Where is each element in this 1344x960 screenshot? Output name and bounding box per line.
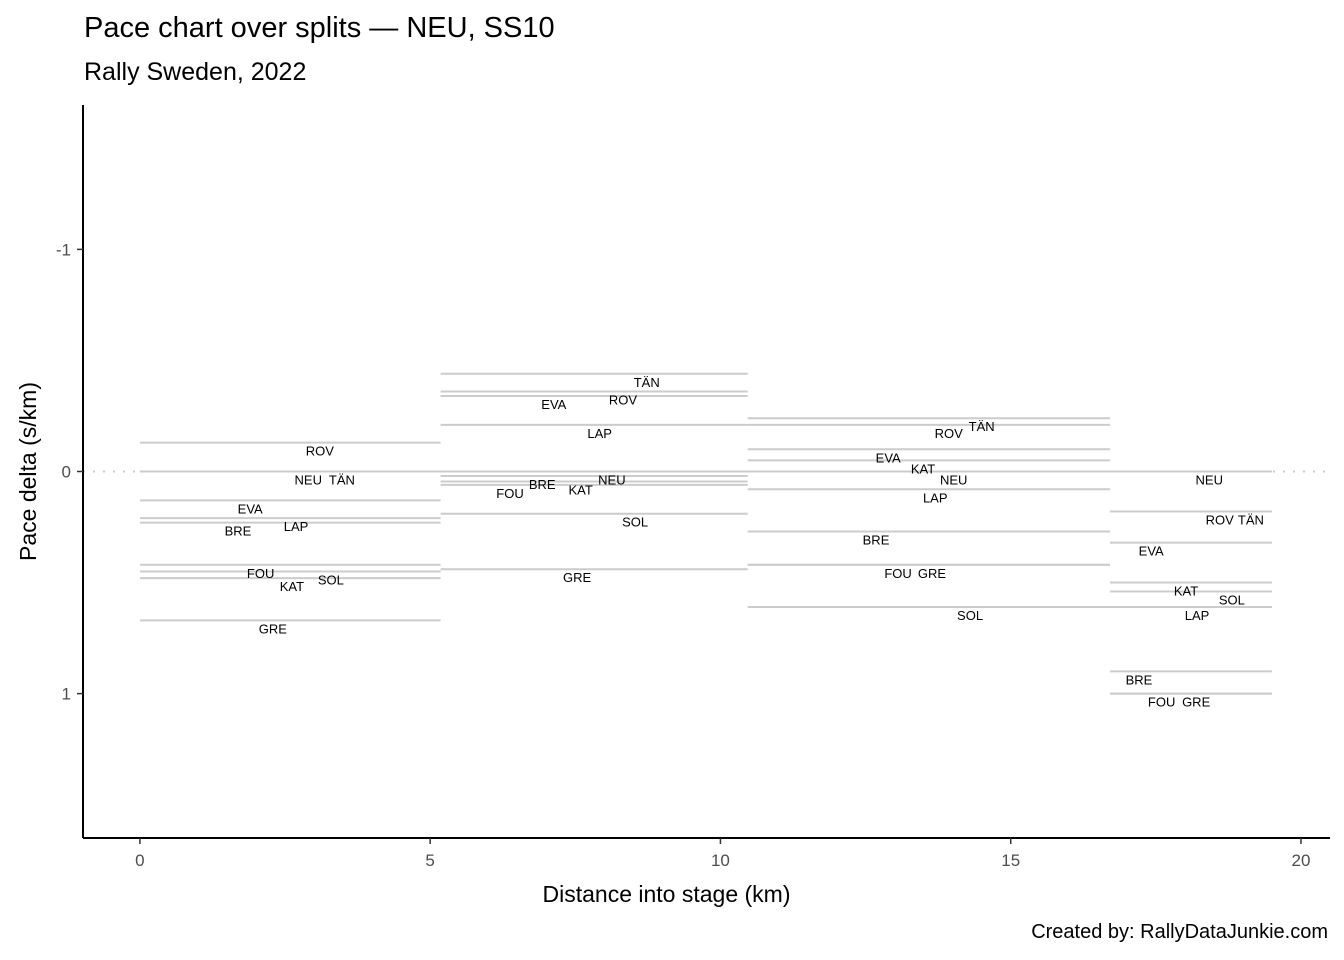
driver-label-rov: ROV [935,426,964,441]
driver-label-bre: BRE [529,477,556,492]
driver-label-fou: FOU [884,566,911,581]
driver-label-gre: GRE [918,566,947,581]
driver-label-tän: TÄN [1238,512,1264,527]
x-axis-title: Distance into stage (km) [543,881,791,907]
driver-label-gre: GRE [259,621,288,636]
driver-label-rov: ROV [609,393,638,408]
driver-label-gre: GRE [1182,695,1211,710]
driver-label-bre: BRE [863,532,890,547]
chart-title: Pace chart over splits — NEU, SS10 [84,12,555,44]
driver-label-eva: EVA [541,397,566,412]
driver-label-tän: TÄN [634,375,660,390]
driver-label-neu: NEU [295,473,322,488]
driver-label-rov: ROV [306,444,335,459]
driver-label-kat: KAT [911,461,935,476]
driver-label-sol: SOL [957,608,983,623]
driver-label-lap: LAP [284,519,309,534]
driver-label-tän: TÄN [969,419,995,434]
driver-label-gre: GRE [563,570,592,585]
driver-label-lap: LAP [587,426,612,441]
driver-label-neu: NEU [940,473,967,488]
driver-label-sol: SOL [622,515,648,530]
driver-label-bre: BRE [1126,672,1153,687]
driver-label-neu: NEU [598,473,625,488]
driver-label-sol: SOL [318,572,344,587]
chart-caption: Created by: RallyDataJunkie.com [1031,921,1328,943]
driver-label-eva: EVA [238,501,263,516]
driver-label-lap: LAP [923,490,948,505]
x-tick-label: 15 [1001,851,1020,870]
driver-label-kat: KAT [1174,584,1198,599]
y-tick-label: 1 [62,685,71,704]
driver-label-bre: BRE [225,524,252,539]
x-tick-label: 5 [425,851,434,870]
driver-label-eva: EVA [1139,544,1164,559]
driver-label-lap: LAP [1185,608,1210,623]
driver-label-kat: KAT [280,579,304,594]
chart-subtitle: Rally Sweden, 2022 [84,58,307,86]
driver-label-neu: NEU [1196,473,1223,488]
y-tick-label: -1 [56,240,71,259]
driver-label-fou: FOU [496,486,523,501]
driver-label-rov: ROV [1206,512,1235,527]
y-tick-label: 0 [62,463,71,482]
driver-label-fou: FOU [247,566,274,581]
x-tick-label: 0 [135,851,144,870]
x-tick-label: 20 [1292,851,1311,870]
driver-label-tän: TÄN [329,473,355,488]
y-axis-title: Pace delta (s/km) [15,382,41,561]
driver-label-kat: KAT [568,482,592,497]
driver-label-eva: EVA [876,450,901,465]
driver-label-fou: FOU [1148,695,1175,710]
driver-label-sol: SOL [1219,592,1245,607]
x-tick-label: 10 [711,851,730,870]
